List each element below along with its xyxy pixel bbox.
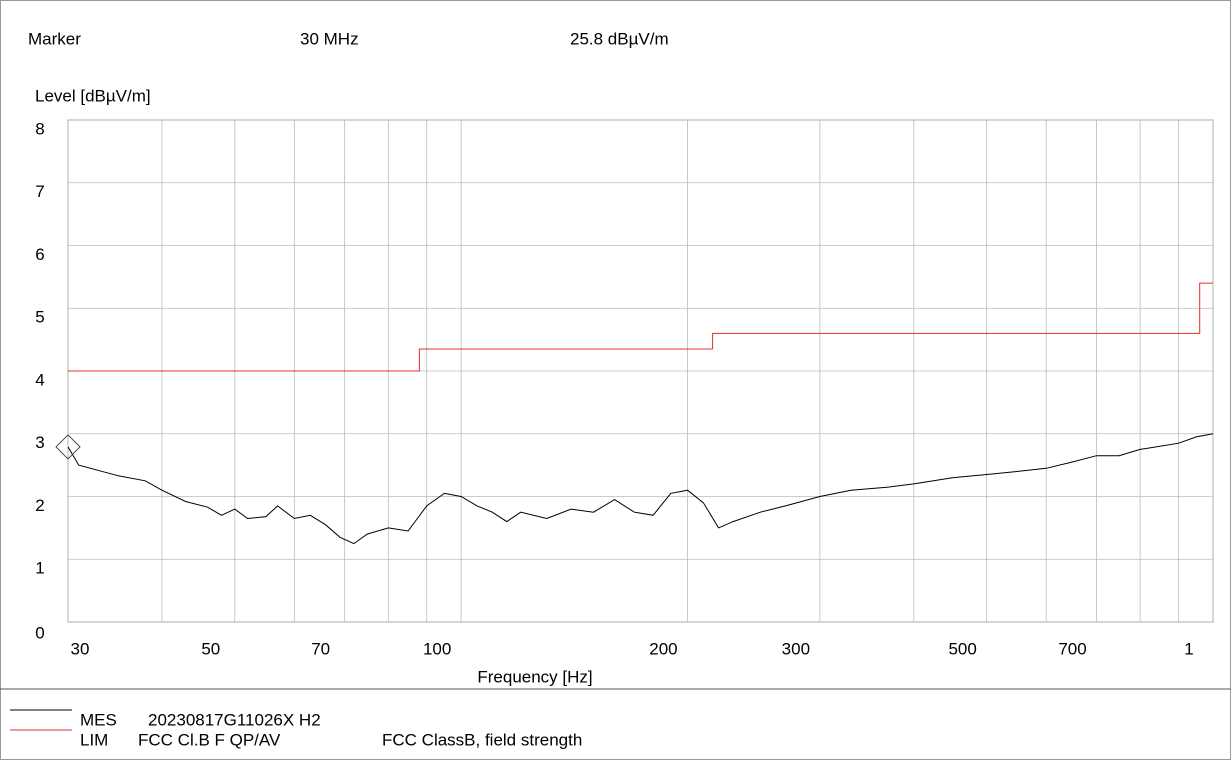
- x-tick-label: 300: [782, 639, 810, 658]
- y-tick-label: 1: [35, 559, 44, 578]
- x-tick-label: 200: [649, 639, 677, 658]
- y-axis-label: Level [dBµV/m]: [35, 86, 151, 105]
- series-line: [67, 433, 1214, 545]
- legend-name: MES: [80, 710, 117, 729]
- marker-level: 25.8 dBµV/m: [570, 29, 669, 48]
- x-tick-label: 100: [423, 639, 451, 658]
- x-tick-label: 500: [948, 639, 976, 658]
- x-tick-label: 30: [71, 639, 90, 658]
- legend-note: FCC ClassB, field strength: [382, 730, 582, 749]
- x-tick-label: 50: [201, 639, 220, 658]
- y-tick-label: 0: [35, 623, 44, 642]
- legend-description: FCC Cl.B F QP/AV: [138, 730, 281, 749]
- x-tick-label: 70: [311, 639, 330, 658]
- marker-freq: 30 MHz: [300, 29, 359, 48]
- y-tick-label: 4: [35, 370, 44, 389]
- legend-description: 20230817G11026X H2: [148, 710, 321, 729]
- y-tick-label: 6: [35, 245, 44, 264]
- y-tick-label: 5: [35, 308, 44, 327]
- legend-name: LIM: [80, 730, 108, 749]
- marker: [55, 434, 81, 460]
- x-tick-label: 700: [1058, 639, 1086, 658]
- x-tick-label: 1: [1184, 639, 1193, 658]
- y-tick-label: 7: [35, 182, 44, 201]
- y-tick-label: 2: [35, 496, 44, 515]
- y-tick-label: 8: [35, 119, 44, 138]
- marker-label: Marker: [28, 29, 81, 48]
- y-tick-label: 3: [35, 433, 44, 452]
- x-axis-label: Frequency [Hz]: [477, 667, 592, 686]
- series-line: [68, 282, 1213, 372]
